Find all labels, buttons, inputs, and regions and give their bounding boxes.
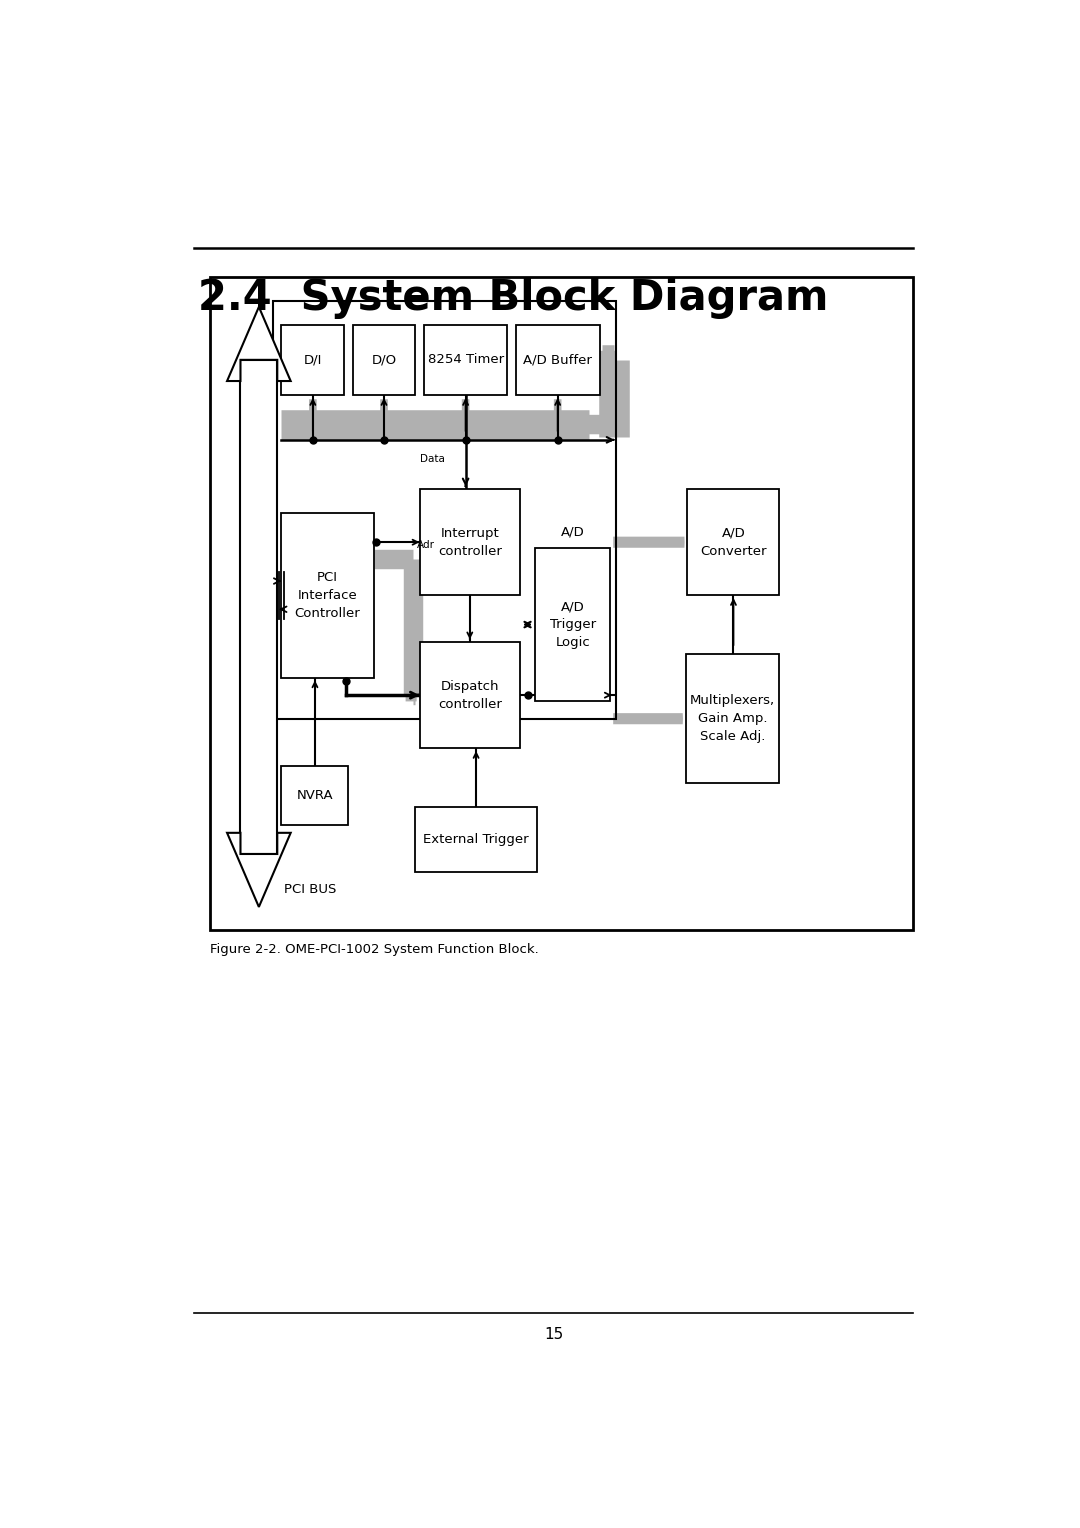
Bar bbox=[420, 642, 521, 749]
Text: A/D
Converter: A/D Converter bbox=[700, 527, 767, 558]
Bar bbox=[211, 278, 914, 931]
Bar bbox=[688, 489, 780, 594]
Bar bbox=[416, 807, 537, 871]
Polygon shape bbox=[227, 307, 291, 380]
Text: External Trigger: External Trigger bbox=[423, 833, 529, 847]
Text: NVRA: NVRA bbox=[297, 788, 334, 802]
Text: D/I: D/I bbox=[303, 353, 322, 367]
Bar bbox=[282, 766, 349, 825]
Bar bbox=[535, 549, 610, 701]
Text: 8254 Timer: 8254 Timer bbox=[428, 353, 503, 367]
Bar bbox=[423, 324, 508, 396]
Text: Multiplexers,
Gain Amp.
Scale Adj.: Multiplexers, Gain Amp. Scale Adj. bbox=[690, 694, 775, 743]
Bar bbox=[420, 489, 521, 594]
Text: Adr: Adr bbox=[417, 539, 435, 550]
Text: Interrupt
controller: Interrupt controller bbox=[437, 527, 502, 558]
Text: 2.4  System Block Diagram: 2.4 System Block Diagram bbox=[198, 278, 828, 319]
Bar bbox=[282, 324, 345, 396]
Text: PCI BUS: PCI BUS bbox=[284, 883, 336, 895]
Bar bbox=[282, 513, 374, 677]
Text: A/D
Trigger
Logic: A/D Trigger Logic bbox=[550, 601, 596, 649]
Text: D/O: D/O bbox=[372, 353, 396, 367]
Bar bbox=[516, 324, 599, 396]
Bar bbox=[352, 324, 416, 396]
Text: Dispatch
controller: Dispatch controller bbox=[437, 680, 502, 711]
Bar bbox=[273, 301, 617, 718]
Bar bbox=[241, 359, 278, 854]
Text: 15: 15 bbox=[544, 1326, 563, 1342]
Text: PCI
Interface
Controller: PCI Interface Controller bbox=[295, 570, 361, 620]
Text: Data: Data bbox=[420, 454, 445, 465]
Polygon shape bbox=[227, 833, 291, 908]
Text: A/D: A/D bbox=[561, 526, 584, 539]
Text: A/D Buffer: A/D Buffer bbox=[523, 353, 592, 367]
Text: Figure 2-2. OME-PCI-1002 System Function Block.: Figure 2-2. OME-PCI-1002 System Function… bbox=[211, 943, 539, 957]
Bar bbox=[686, 654, 780, 784]
